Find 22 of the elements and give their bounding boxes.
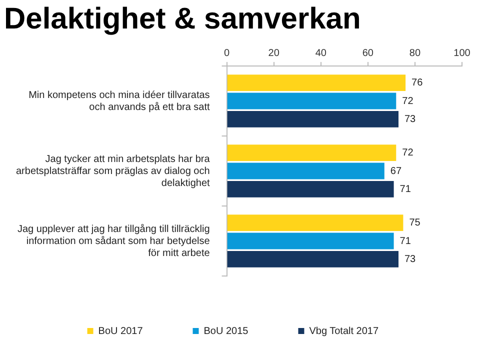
data-label: 67 bbox=[390, 166, 402, 177]
chart-title: Delaktighet & samverkan bbox=[4, 2, 361, 36]
data-label: 71 bbox=[400, 184, 412, 195]
y-tick-label: Jag tycker att min arbetsplats har bra arbetsplatsträffar som präglas av dialog och delaktighet bbox=[16, 154, 210, 189]
x-tick-label: 0 bbox=[224, 48, 230, 59]
x-tick-label: 40 bbox=[315, 48, 327, 59]
data-label: 76 bbox=[412, 78, 424, 89]
x-tick-label: 100 bbox=[454, 48, 471, 59]
legend-label: BoU 2015 bbox=[204, 326, 249, 337]
y-tick-label: Jag upplever att jag har tillgång till tillräcklig information om sådant som har betydelse för mitt arbete bbox=[17, 222, 210, 259]
data-label: 71 bbox=[400, 236, 412, 247]
legend-label: Vbg Totalt 2017 bbox=[309, 326, 379, 337]
data-label: 72 bbox=[402, 96, 414, 107]
data-label: 72 bbox=[402, 148, 414, 159]
x-tick-label: 20 bbox=[268, 48, 280, 59]
y-tick-label: Min kompetens och mina idéer tillvaratas och anvands på ett bra satt bbox=[28, 90, 210, 113]
data-label: 73 bbox=[404, 114, 416, 125]
legend-label: BoU 2017 bbox=[98, 326, 144, 337]
data-label: 73 bbox=[404, 254, 416, 265]
data-label: 75 bbox=[409, 218, 421, 229]
x-tick-label: 80 bbox=[409, 48, 421, 59]
x-tick-label: 60 bbox=[362, 48, 374, 59]
